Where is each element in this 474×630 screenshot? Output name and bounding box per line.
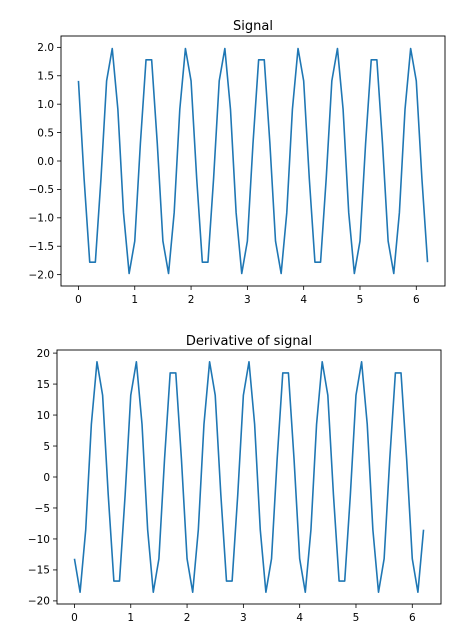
x-tick-label: 3 bbox=[240, 612, 247, 624]
x-tick-label: 4 bbox=[300, 294, 307, 306]
x-tick-label: 4 bbox=[296, 612, 303, 624]
derivative-series-line bbox=[73, 360, 425, 594]
derivative-chart: Derivative of signal 20151050−5−10−15−20… bbox=[28, 334, 442, 624]
y-tick-label: 5 bbox=[43, 441, 50, 453]
y-tick-label: 0.5 bbox=[37, 127, 54, 139]
x-tick-label: 1 bbox=[127, 612, 134, 624]
signal-series-line bbox=[77, 47, 429, 275]
x-tick-label: 6 bbox=[413, 294, 420, 306]
x-tick-label: 2 bbox=[188, 294, 195, 306]
plot-area-frame bbox=[60, 35, 446, 287]
y-tick-label: 0 bbox=[43, 472, 50, 484]
x-axis: 0 1 2 3 4 5 6 bbox=[71, 604, 416, 624]
y-tick-label: 0.0 bbox=[37, 156, 54, 168]
x-tick-label: 5 bbox=[353, 612, 360, 624]
x-tick-label: 5 bbox=[357, 294, 364, 306]
y-tick-label: −2.0 bbox=[29, 269, 55, 281]
chart-title: Derivative of signal bbox=[186, 334, 312, 349]
x-tick-label: 3 bbox=[244, 294, 251, 306]
x-axis: 0 1 2 3 4 5 6 bbox=[75, 286, 420, 306]
x-tick-label: 1 bbox=[131, 294, 138, 306]
x-tick-label: 6 bbox=[409, 612, 416, 624]
plot-area-frame bbox=[56, 349, 442, 605]
signal-chart: Signal 2.0 1.5 1.0 0.5 0.0 −0.5 −1.0 −1.5 −2.0 0… bbox=[29, 19, 446, 306]
x-tick-label: 0 bbox=[71, 612, 78, 624]
y-tick-label: 10 bbox=[37, 410, 50, 422]
chart-title: Signal bbox=[233, 19, 273, 34]
x-tick-label: 0 bbox=[75, 294, 82, 306]
y-tick-label: −5 bbox=[35, 503, 50, 515]
y-tick-label: −0.5 bbox=[29, 184, 55, 196]
y-tick-label: −15 bbox=[28, 565, 50, 577]
y-axis: 20 15 10 5 0 −5 −10 −15 −20 bbox=[28, 348, 57, 608]
y-tick-label: 2.0 bbox=[37, 42, 54, 54]
x-tick-label: 2 bbox=[184, 612, 191, 624]
y-tick-label: 1.0 bbox=[37, 99, 54, 111]
y-axis: 2.0 1.5 1.0 0.5 0.0 −0.5 −1.0 −1.5 −2.0 bbox=[29, 42, 61, 281]
y-tick-label: −1.0 bbox=[29, 213, 55, 225]
y-tick-label: 1.5 bbox=[37, 71, 54, 83]
y-tick-label: −1.5 bbox=[29, 241, 55, 253]
y-tick-label: −10 bbox=[28, 534, 50, 546]
y-tick-label: −20 bbox=[28, 596, 50, 608]
y-tick-label: 15 bbox=[37, 379, 50, 391]
y-tick-label: 20 bbox=[37, 348, 50, 360]
